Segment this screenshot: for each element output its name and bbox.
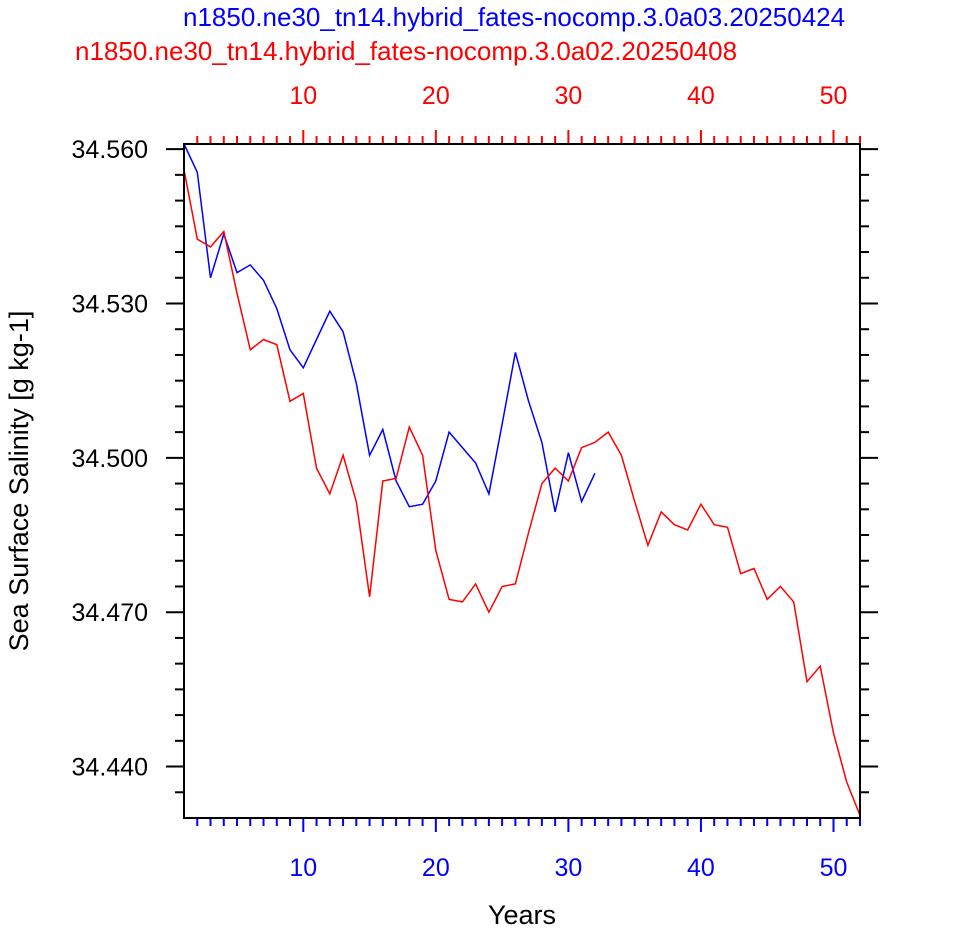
axis-ticks — [166, 130, 878, 832]
x-tick-label-top: 40 — [687, 82, 715, 110]
y-tick-label: 34.530 — [72, 290, 148, 318]
x-tick-label-bottom: 30 — [554, 854, 582, 882]
title-series-a03: n1850.ne30_tn14.hybrid_fates-nocomp.3.0a… — [183, 2, 845, 32]
axis-tick-labels: 10 10 20 20 30 30 40 40 50 50 34.440 34.470 34.500 34… — [72, 82, 848, 882]
y-axis-label: Sea Surface Salinity [g kg-1] — [4, 311, 34, 652]
y-tick-label: 34.440 — [72, 754, 148, 782]
series-line-0 — [183, 143, 596, 513]
plot-frame — [183, 143, 861, 819]
x-tick-label-top: 20 — [422, 82, 450, 110]
x-tick-label-bottom: 20 — [422, 854, 450, 882]
y-tick-label: 34.500 — [72, 445, 148, 473]
y-tick-label: 34.470 — [72, 599, 148, 627]
x-tick-label-top: 30 — [554, 82, 582, 110]
y-tick-label: 34.560 — [72, 136, 148, 164]
plot-lines — [183, 143, 861, 816]
x-tick-label-top: 10 — [289, 82, 317, 110]
x-tick-label-bottom: 50 — [820, 854, 848, 882]
x-axis-label: Years — [488, 900, 556, 930]
x-tick-label-bottom: 10 — [289, 854, 317, 882]
series-line-1 — [183, 169, 861, 816]
x-tick-label-bottom: 40 — [687, 854, 715, 882]
title-series-a02: n1850.ne30_tn14.hybrid_fates-nocomp.3.0a… — [75, 36, 737, 66]
x-tick-label-top: 50 — [820, 82, 848, 110]
